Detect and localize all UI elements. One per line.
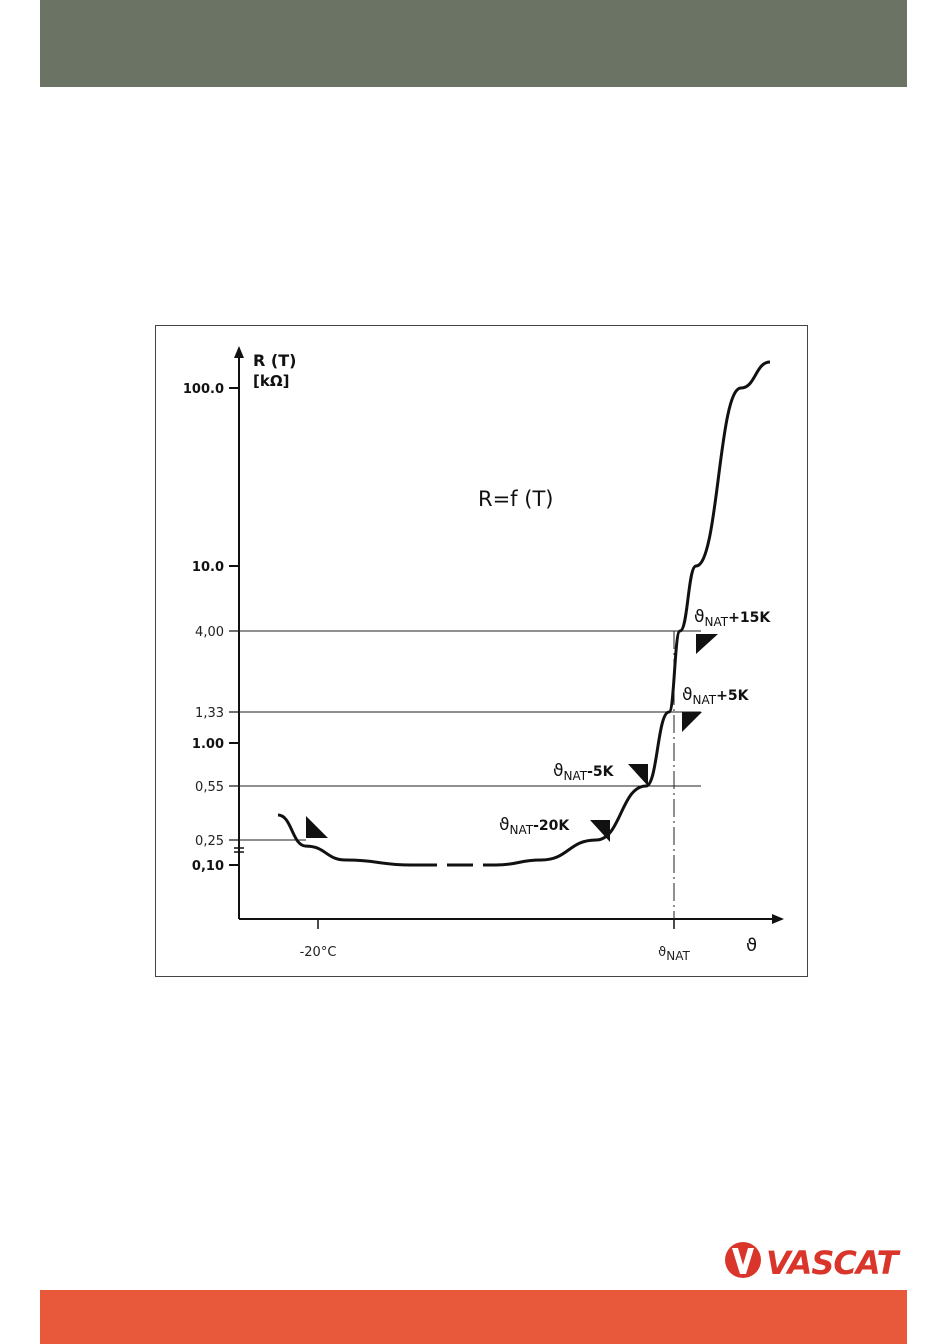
annotation-marker <box>306 816 328 838</box>
annotation-label: ϑNAT-20K <box>499 815 570 837</box>
y-axis-title: R (T) <box>253 351 296 370</box>
y-tick-label: 4,00 <box>195 625 224 640</box>
annotation-label: ϑNAT+15K <box>694 607 771 629</box>
resistance-temperature-chart: R (T) [kΩ] R=f (T) ϑ 100.0 10.0 1.00 0,10 4,… <box>183 346 784 963</box>
vascat-logo: VASCAT <box>722 1238 908 1284</box>
chart-frame: R (T) [kΩ] R=f (T) ϑ 100.0 10.0 1.00 0,10 4,… <box>155 325 808 977</box>
annotation-label: ϑNAT+5K <box>682 685 750 707</box>
y-tick-label: 1.00 <box>192 737 224 752</box>
y-ticks: 100.0 10.0 1.00 0,10 4,00 1,33 0,55 0,25 <box>183 382 239 874</box>
annotation-marker <box>628 764 648 786</box>
curve-group <box>277 360 771 867</box>
annotation-marker <box>682 712 702 732</box>
annotations: ϑNAT+15K ϑNAT+5K ϑNAT-5K ϑNAT-20K <box>306 607 771 842</box>
x-tick-label: ϑNAT <box>658 945 690 963</box>
curve-left-segment <box>277 813 412 867</box>
top-header-band <box>40 0 907 87</box>
logo-text: VASCAT <box>766 1244 901 1282</box>
chart-title: R=f (T) <box>478 487 553 511</box>
y-tick-label: 0,55 <box>195 780 224 795</box>
x-ticks: -20°C ϑNAT <box>300 919 690 963</box>
reference-lines <box>239 630 701 919</box>
y-tick-label: 0,25 <box>195 834 224 849</box>
y-tick-label: 0,10 <box>192 859 224 874</box>
y-axis-unit: [kΩ] <box>253 372 289 390</box>
y-tick-label: 100.0 <box>183 382 224 397</box>
vascat-v-logo-icon: VASCAT <box>725 1242 902 1282</box>
bottom-footer-band <box>40 1290 907 1344</box>
annotation-marker <box>590 820 610 842</box>
x-tick-label: -20°C <box>300 945 337 960</box>
y-tick-label: 10.0 <box>192 560 224 575</box>
y-tick-label: 1,33 <box>195 706 224 721</box>
curve-right-segment <box>495 360 771 867</box>
annotation-label: ϑNAT-5K <box>553 761 615 783</box>
annotation-marker <box>696 634 718 654</box>
x-axis-title: ϑ <box>746 935 757 956</box>
